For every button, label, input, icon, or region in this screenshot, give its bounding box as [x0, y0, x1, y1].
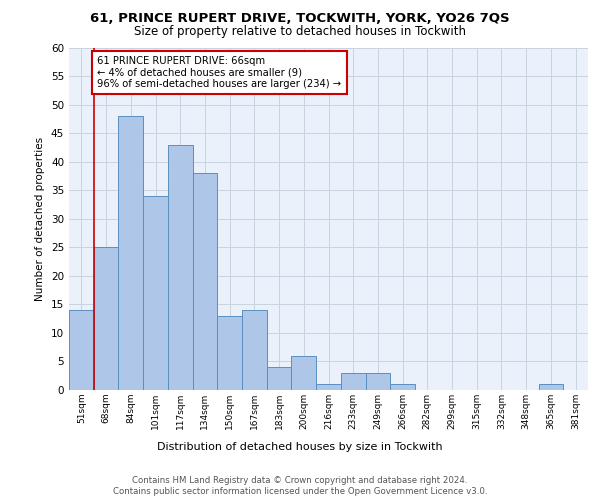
Bar	[341, 373, 365, 390]
Text: Contains public sector information licensed under the Open Government Licence v3: Contains public sector information licen…	[113, 488, 487, 496]
Y-axis label: Number of detached properties: Number of detached properties	[35, 136, 46, 301]
Bar	[193, 173, 217, 390]
Text: Size of property relative to detached houses in Tockwith: Size of property relative to detached ho…	[134, 25, 466, 38]
Bar	[168, 144, 193, 390]
Bar	[69, 310, 94, 390]
Text: 61 PRINCE RUPERT DRIVE: 66sqm
← 4% of detached houses are smaller (9)
96% of sem: 61 PRINCE RUPERT DRIVE: 66sqm ← 4% of de…	[97, 56, 341, 90]
Bar	[217, 316, 242, 390]
Bar	[267, 367, 292, 390]
Text: Distribution of detached houses by size in Tockwith: Distribution of detached houses by size …	[157, 442, 443, 452]
Bar	[242, 310, 267, 390]
Bar	[365, 373, 390, 390]
Bar	[118, 116, 143, 390]
Bar	[390, 384, 415, 390]
Bar	[539, 384, 563, 390]
Text: Contains HM Land Registry data © Crown copyright and database right 2024.: Contains HM Land Registry data © Crown c…	[132, 476, 468, 485]
Bar	[94, 248, 118, 390]
Bar	[316, 384, 341, 390]
Bar	[143, 196, 168, 390]
Text: 61, PRINCE RUPERT DRIVE, TOCKWITH, YORK, YO26 7QS: 61, PRINCE RUPERT DRIVE, TOCKWITH, YORK,…	[90, 12, 510, 26]
Bar	[292, 356, 316, 390]
